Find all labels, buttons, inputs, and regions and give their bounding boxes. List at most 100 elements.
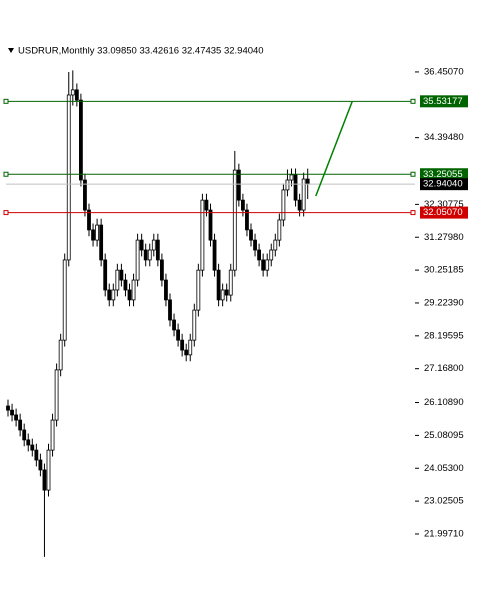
candle-body [159, 259, 164, 281]
y-tick-label: 26.10890 [424, 397, 464, 408]
price-tag-label: 32.94040 [423, 179, 463, 190]
candle-body [18, 419, 23, 431]
candle-body [164, 279, 168, 301]
candle-body [34, 449, 39, 461]
candle-body [79, 99, 83, 181]
candle-body [305, 178, 310, 185]
y-tick-label: 30.25185 [424, 265, 464, 276]
level-handle [3, 210, 9, 216]
candle-body [196, 269, 201, 311]
candle-body [10, 409, 14, 416]
candle-body [6, 405, 10, 411]
candle-body [111, 289, 116, 301]
candle-body [58, 339, 63, 371]
candle-body [50, 419, 55, 451]
candle-body [216, 269, 221, 301]
candle-body [46, 449, 51, 491]
candle-body [188, 339, 193, 356]
candle-body [119, 269, 124, 281]
price-tag-label: 33.25055 [423, 169, 463, 180]
y-tick-label: 28.19595 [424, 330, 464, 341]
candle-body [74, 89, 79, 101]
candle-body [70, 89, 75, 96]
level-handle [410, 98, 416, 104]
candle-body [115, 269, 120, 291]
candle-body [62, 259, 67, 341]
candle-body [265, 259, 270, 271]
candle-body [127, 289, 132, 301]
price-tag [420, 178, 468, 191]
candle-body [91, 229, 95, 241]
candle-body [297, 199, 302, 211]
candle-body [143, 249, 148, 261]
level-handle [410, 210, 416, 216]
candle-body [87, 209, 91, 231]
candle-body [168, 299, 172, 321]
price-tag-label: 32.05070 [423, 207, 463, 218]
chart-title: USDRUR,Monthly 33.09850 33.42616 32.4743… [18, 46, 264, 57]
candle-body [30, 444, 35, 451]
candle-body [123, 279, 128, 291]
level-handle [3, 171, 9, 177]
candle-body [184, 349, 189, 356]
price-tag [420, 206, 468, 219]
y-tick-label: 32.30775 [424, 199, 464, 210]
candle-body [204, 199, 209, 211]
candle-body [83, 179, 87, 211]
candle-body [232, 169, 237, 271]
y-tick-label: 23.02505 [424, 496, 464, 507]
candle-body [285, 179, 290, 191]
candle-body [95, 224, 99, 241]
candle-body [253, 239, 257, 251]
candle-body [301, 178, 306, 211]
candle-body [22, 429, 27, 441]
candle-body [228, 269, 233, 296]
candle-body [14, 414, 19, 421]
y-tick-label: 31.27980 [424, 232, 464, 243]
y-tick-label: 34.39480 [424, 132, 464, 143]
candle-body [208, 209, 213, 241]
y-tick-label: 25.08095 [424, 430, 464, 441]
candle-body [135, 239, 140, 281]
level-handle [3, 98, 9, 104]
price-tag-label: 35.53177 [423, 96, 463, 107]
candle-body [269, 249, 274, 261]
candle-body [176, 329, 181, 341]
candle-body [257, 249, 262, 261]
y-tick-label: 21.99710 [424, 528, 464, 539]
candle-body [42, 469, 47, 491]
candle-body [131, 279, 136, 301]
candle-body [240, 199, 245, 211]
candle-body [54, 369, 59, 421]
candle-body [26, 439, 31, 446]
candle-body [200, 199, 205, 271]
level-handle [410, 171, 416, 177]
candle-body [103, 259, 108, 291]
y-tick-label: 29.22390 [424, 297, 464, 308]
candle-body [261, 259, 266, 271]
candle-body [289, 174, 294, 181]
candle-body [155, 239, 160, 261]
candle-body [38, 459, 43, 471]
candle-body [139, 239, 144, 251]
candle-body [99, 224, 104, 261]
candle-body [151, 239, 156, 251]
price-tag [420, 95, 468, 108]
candle-body [277, 219, 282, 241]
y-tick-label: 24.05300 [424, 463, 464, 474]
candle-body [281, 189, 286, 221]
y-tick-label: 36.45070 [424, 66, 464, 77]
candle-body [147, 249, 152, 261]
candle-body [172, 319, 176, 331]
candle-body [220, 289, 225, 301]
candle-body [107, 289, 112, 301]
candle-body [249, 229, 253, 241]
candle-body [224, 289, 229, 296]
candle-body [273, 239, 278, 251]
candle-body [245, 209, 249, 231]
candle-body [192, 309, 197, 341]
trend-line [315, 101, 353, 197]
price-tag [420, 168, 468, 181]
menu-arrow[interactable] [8, 48, 14, 53]
